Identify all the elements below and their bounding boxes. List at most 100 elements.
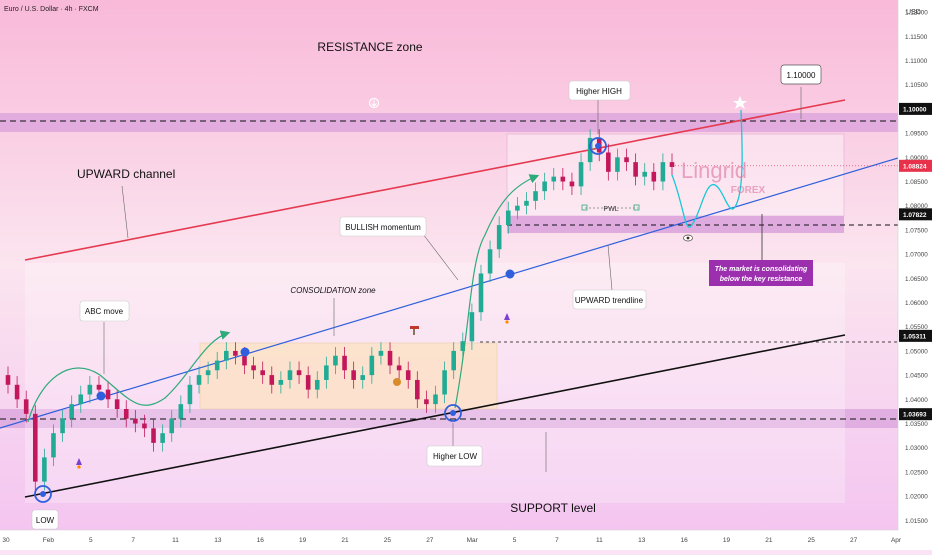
time-tick-label: 19 xyxy=(299,537,307,544)
candle-body xyxy=(324,365,329,380)
candle-body xyxy=(314,379,320,390)
time-tick-label: 25 xyxy=(808,537,816,544)
time-scale[interactable] xyxy=(0,530,898,550)
candle-body xyxy=(5,375,11,385)
candle-body xyxy=(396,365,402,371)
time-tick-label: 16 xyxy=(257,537,265,544)
time-tick-label: Feb xyxy=(43,537,55,544)
time-scale-ticks: 30 Feb 5 7 11 13 16 19 21 25 27 Mar 5 7 11 13 16 19 21 25 27… xyxy=(2,537,902,544)
note-callout: The market is consolidating below the ke… xyxy=(709,260,813,286)
candle-body xyxy=(187,384,193,405)
rocket-icon xyxy=(504,313,510,324)
target-callout: 1.10000 xyxy=(780,64,822,85)
candle-body xyxy=(151,428,156,443)
time-tick-label: 21 xyxy=(341,537,349,544)
note-line-2: below the key resistance xyxy=(720,276,803,283)
resistance-channel-line[interactable] xyxy=(24,99,846,261)
time-tick-label: 30 xyxy=(2,537,10,544)
candle-body xyxy=(478,273,484,313)
candle-body xyxy=(351,370,356,380)
price-tick-label: 1.09000 xyxy=(905,155,928,162)
price-tick-label: 1.08000 xyxy=(905,203,928,210)
time-tick-label: 11 xyxy=(596,537,603,544)
support-channel-line[interactable] xyxy=(24,334,846,498)
time-tick-label: 5 xyxy=(513,537,517,544)
trend-touch-marker xyxy=(96,391,106,401)
higher-low-pivot-marker xyxy=(444,404,462,422)
bullish-momentum-label: BULLISH momentum xyxy=(345,223,421,232)
candle-body xyxy=(533,191,538,201)
price-tick-label: 1.04000 xyxy=(905,397,928,404)
price-tick-label: 1.07500 xyxy=(905,227,928,234)
callout-line xyxy=(422,233,459,281)
candle-body xyxy=(160,433,165,443)
candle-body xyxy=(569,181,575,187)
candlestick-series xyxy=(5,129,898,491)
candle-body xyxy=(405,370,411,380)
candle-body xyxy=(133,418,138,424)
price-badge-label: 1.03693 xyxy=(903,412,927,419)
candle-body xyxy=(669,162,675,167)
price-badge xyxy=(899,329,932,342)
candle-body xyxy=(287,370,293,380)
time-tick-label: 7 xyxy=(555,537,559,544)
price-tick-label: 1.03500 xyxy=(905,421,928,428)
time-tick-label: 7 xyxy=(131,537,135,544)
price-scale-ticks: 1.12000 1.11500 1.11000 1.10500 1.09500 1.090… xyxy=(905,10,928,525)
candle-body xyxy=(660,162,666,182)
candle-body xyxy=(460,341,466,351)
higher-high-callout: Higher HIGH xyxy=(568,80,631,101)
abc-move-callout: ABC move xyxy=(79,300,130,322)
candle-body xyxy=(342,355,347,371)
candle-body xyxy=(633,162,638,177)
callout-line xyxy=(607,244,613,291)
candle-body xyxy=(78,394,84,405)
upward-trendline-label: UPWARD trendline xyxy=(575,296,644,305)
price-tick-label: 1.02000 xyxy=(905,494,928,501)
note-line-1: The market is consolidating xyxy=(715,266,808,273)
candle-body xyxy=(214,360,220,371)
candle-body xyxy=(378,350,384,356)
symbol-title[interactable]: Euro / U.S. Dollar · 4h · FXCM xyxy=(4,6,99,13)
watermark-text: Lingrid xyxy=(681,158,747,183)
candle-body xyxy=(333,355,338,366)
price-badge xyxy=(899,208,932,221)
pwl-marker: PWL xyxy=(581,204,640,213)
price-scale[interactable] xyxy=(898,0,932,550)
candle-body xyxy=(114,399,120,409)
candle-body xyxy=(560,176,566,182)
higher-low-callout: Higher LOW xyxy=(426,445,483,467)
time-tick-label: 13 xyxy=(638,537,646,544)
abc-move-label: ABC move xyxy=(85,307,124,316)
abc-move-path xyxy=(27,330,231,423)
arrow-down-circle-icon xyxy=(368,97,380,109)
candle-body xyxy=(96,384,102,390)
candle-body xyxy=(87,384,93,395)
price-tick-label: 1.02500 xyxy=(905,469,928,476)
price-tick-label: 1.06000 xyxy=(905,300,928,307)
candle-body xyxy=(442,370,447,395)
trend-touch-marker xyxy=(505,269,515,279)
candle-body xyxy=(296,370,302,376)
candle-body xyxy=(615,157,620,172)
higher-low-label: Higher LOW xyxy=(433,452,477,461)
resistance-zone-band xyxy=(0,113,898,132)
candle-body xyxy=(369,355,375,376)
candle-body xyxy=(251,365,256,371)
time-tick-label: 11 xyxy=(172,537,179,544)
time-tick-label: 16 xyxy=(680,537,688,544)
candle-body xyxy=(578,162,584,187)
higher-high-label: Higher HIGH xyxy=(576,87,622,96)
price-tick-label: 1.04500 xyxy=(905,373,928,380)
time-tick-label: 27 xyxy=(850,537,858,544)
candle-body xyxy=(360,375,366,380)
time-tick-label: Apr xyxy=(891,537,902,544)
upward-channel-label: UPWARD channel xyxy=(77,167,175,181)
price-badge-label: 1.10000 xyxy=(903,106,927,113)
price-tick-label: 1.03000 xyxy=(905,445,928,452)
support-zone-band xyxy=(0,409,898,428)
candle-body xyxy=(60,418,65,434)
upward-trendline[interactable] xyxy=(0,157,899,429)
time-tick-label: 5 xyxy=(89,537,93,544)
